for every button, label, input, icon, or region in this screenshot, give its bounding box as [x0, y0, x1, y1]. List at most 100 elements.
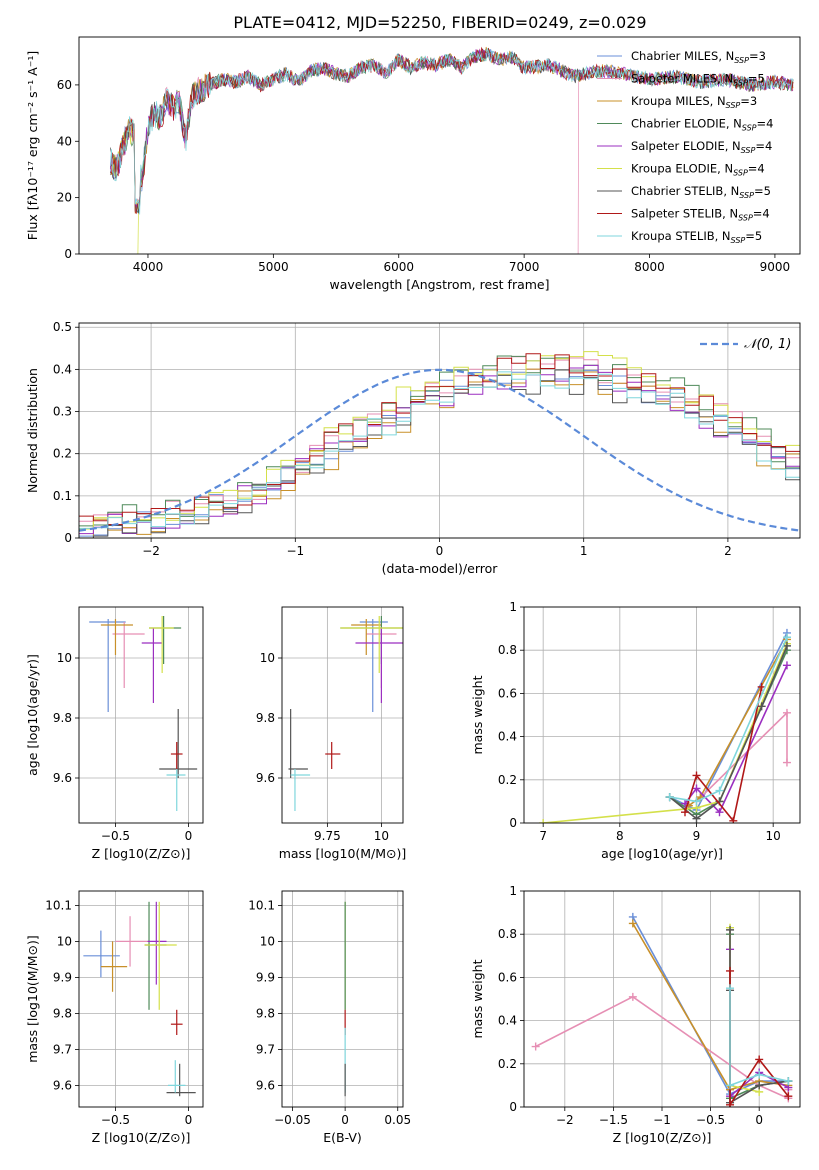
weight-marker	[531, 1042, 540, 1051]
errorbar-point	[351, 619, 382, 655]
y-tick-label: 0.4	[53, 362, 72, 376]
x-tick-label: −0.5	[101, 1113, 130, 1127]
weight-marker	[692, 784, 701, 793]
histogram-series-5	[79, 351, 800, 530]
plot-area	[79, 351, 800, 538]
weight-line-2	[688, 639, 788, 807]
plot-area	[531, 912, 793, 1107]
mass_vs_Z-panel: −0.5 0 9.6 9.7 9.8 9.9 10 10.1 Z [log10(Z/Z⊙)] ma…	[25, 890, 204, 1145]
x-axis-label: E(B-V)	[323, 1130, 362, 1145]
x-tick-label: −0.5	[696, 1113, 725, 1127]
weight-line-5	[543, 643, 788, 823]
errorbar-point	[325, 742, 341, 769]
weight-marker	[665, 793, 674, 802]
mass_vs_EBV-panel: −0.05 0 0.05 9.6 9.7 9.8 9.9 10 10.1 E(B-V)	[248, 890, 411, 1145]
errorbar-point	[141, 628, 163, 703]
x-tick-label: 6000	[383, 260, 414, 274]
x-tick-label: 7	[539, 829, 547, 843]
errorbar-point	[288, 709, 308, 778]
y-tick-label: 0	[64, 531, 72, 545]
y-tick-label: 0.6	[498, 686, 517, 700]
legend-entry: Salpeter MILES, NSSP=5	[631, 72, 765, 88]
weight-marker	[628, 992, 637, 1001]
weight-line-8	[669, 636, 788, 803]
y-tick-label: 9.8	[53, 1006, 72, 1020]
weight-marker	[782, 661, 791, 670]
weight-marker	[784, 1077, 793, 1086]
y-tick-label: 1	[509, 600, 517, 614]
spectrum-line-8	[109, 48, 794, 215]
histogram-series-6	[79, 369, 800, 538]
weight-line-8	[729, 988, 789, 1087]
y-tick-label: 9.8	[256, 1006, 275, 1020]
errorbar-point	[112, 622, 145, 688]
weight-marker	[715, 808, 724, 817]
x-axis-label: wavelength [Angstrom, rest frame]	[329, 277, 549, 292]
weight-marker	[755, 1070, 764, 1079]
x-tick-label: −1.5	[599, 1113, 628, 1127]
age_vs_mass-panel: 9.75 10 9.6 9.8 10 mass [log10(M/M⊙)]	[256, 606, 406, 861]
x-tick-label: 4000	[133, 260, 164, 274]
y-tick-label: 10	[57, 651, 72, 665]
errorbar-point	[115, 916, 148, 967]
y-axis-label: mass weight	[470, 675, 485, 754]
x-tick-label: 0	[436, 544, 444, 558]
plot-area	[288, 616, 403, 811]
errorbar-point	[149, 616, 174, 673]
errorbar-point	[290, 769, 311, 811]
x-axis-label: Z [log10(Z/Z⊙)]	[613, 1130, 712, 1145]
weight-line-4	[684, 664, 788, 814]
y-tick-label: 9.6	[53, 1078, 72, 1092]
y-tick-label: 10.1	[45, 898, 72, 912]
weight_vs_Z-panel: −2 −1.5 −1 −0.5 0 0 0.2 0.4 0.6 0.8 1 Z [log10(Z/Z⊙…	[470, 884, 801, 1145]
weight-marker	[692, 797, 701, 806]
weight-marker	[726, 1081, 735, 1090]
x-tick-label: 7000	[509, 260, 540, 274]
y-tick-label: 10	[260, 651, 275, 665]
y-tick-label: 9.8	[53, 711, 72, 725]
x-tick-label: 8000	[634, 260, 665, 274]
x-axis-label: age [log10(age/yr)]	[601, 846, 723, 861]
weight-line-3	[669, 649, 788, 816]
plot-area	[83, 901, 196, 1097]
legend-entry: Salpeter STELIB, NSSP=4	[631, 207, 770, 223]
y-tick-label: 9.6	[256, 1078, 275, 1092]
weight-marker	[692, 814, 701, 823]
y-tick-label: 0.8	[498, 643, 517, 657]
y-tick-label: 20	[57, 191, 72, 205]
errorbar-point	[144, 901, 167, 1010]
figure-title: PLATE=0412, MJD=52250, FIBERID=0249, z=0…	[233, 13, 646, 32]
x-axis-label: Z [log10(Z/Z⊙)]	[92, 846, 191, 861]
x-tick-label: 2	[724, 544, 732, 558]
axes-frame	[523, 890, 801, 1108]
x-tick-label: 9	[693, 829, 701, 843]
x-tick-label: −1	[653, 1113, 671, 1127]
x-tick-label: −2	[556, 1113, 574, 1127]
axes-frame	[523, 606, 801, 824]
x-tick-label: 0	[341, 1113, 349, 1127]
weight-line-7	[684, 686, 763, 823]
weight-marker	[782, 708, 791, 717]
x-tick-label: −0.05	[274, 1113, 311, 1127]
x-tick-label: 10	[374, 829, 389, 843]
y-tick-label: 9.6	[53, 771, 72, 785]
errorbar-point	[147, 901, 167, 985]
plot-area	[109, 46, 794, 254]
x-tick-label: 9.75	[314, 829, 341, 843]
x-axis-label: Z [log10(Z/Z⊙)]	[92, 1130, 191, 1145]
histogram-series-7	[79, 353, 800, 525]
y-tick-label: 0	[509, 816, 517, 830]
legend-entry: Kroupa ELODIE, NSSP=4	[631, 162, 765, 178]
y-tick-label: 0.2	[53, 447, 72, 461]
axes-frame	[78, 606, 204, 824]
x-tick-label: 0	[755, 1113, 763, 1127]
legend-entry: Chabrier MILES, NSSP=3	[631, 49, 766, 65]
weight-marker	[782, 633, 791, 642]
axes-frame	[281, 606, 404, 824]
weight_vs_age-panel: 7 8 9 10 0 0.2 0.4 0.6 0.8 1 age [log10(age/yr)] ma…	[470, 600, 801, 861]
weight-marker	[681, 808, 689, 817]
x-tick-label: 0.05	[384, 1113, 411, 1127]
errorbar-point	[170, 742, 183, 769]
plot-area	[539, 628, 791, 823]
